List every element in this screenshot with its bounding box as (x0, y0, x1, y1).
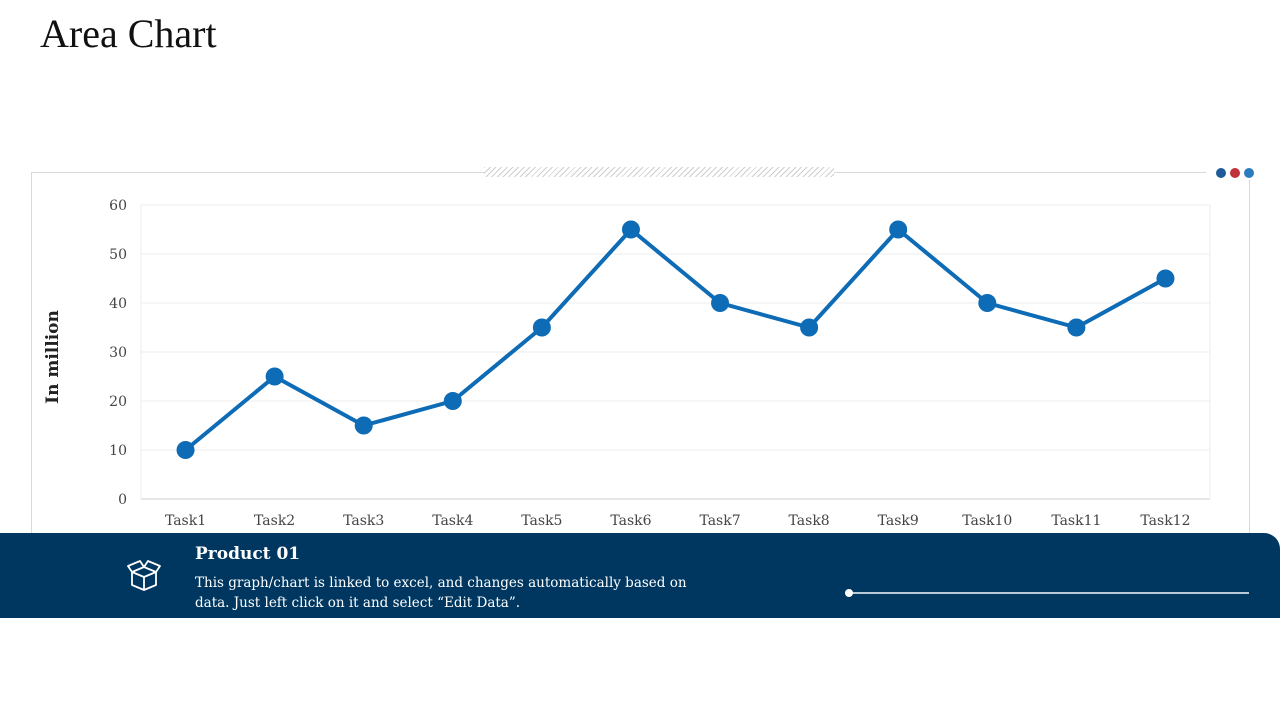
frame-left (31, 172, 32, 618)
x-tick-labels: Task1 Task2 Task3 Task4 Task5 Task6 Task7 Task8… (165, 513, 1191, 529)
frame-top-left (31, 172, 484, 173)
product-footer: Product 01 This graph/chart is linked to… (0, 533, 1280, 618)
y-tick-label: 30 (109, 345, 127, 361)
x-tick-label: Task11 (1051, 513, 1101, 529)
accent-dots (1216, 168, 1254, 178)
data-point[interactable] (889, 220, 908, 239)
y-tick-label: 40 (109, 296, 127, 312)
data-point[interactable] (1156, 269, 1175, 288)
connector-line (849, 592, 1249, 594)
x-tick-label: Task10 (962, 513, 1012, 529)
x-tick-label: Task1 (165, 513, 206, 529)
series-layer (176, 220, 1175, 459)
data-point[interactable] (265, 367, 284, 386)
data-point[interactable] (532, 318, 551, 337)
x-tick-label: Task3 (343, 513, 384, 529)
x-tick-label: Task12 (1140, 513, 1190, 529)
page-title: Area Chart (40, 11, 217, 56)
x-tick-label: Task4 (432, 513, 473, 529)
product-description: This graph/chart is linked to excel, and… (195, 575, 687, 611)
accent-dot (1216, 168, 1226, 178)
data-point[interactable] (443, 392, 462, 410)
data-point[interactable] (621, 220, 640, 239)
data-point[interactable] (711, 294, 730, 312)
data-point[interactable] (176, 441, 195, 459)
decorative-hatch (484, 167, 834, 177)
frame-right (1249, 180, 1250, 593)
x-tick-label: Task9 (878, 513, 919, 529)
data-point[interactable] (354, 416, 373, 435)
open-box-icon (127, 560, 161, 591)
y-tick-label: 0 (118, 492, 127, 508)
x-tick-label: Task6 (610, 513, 651, 529)
x-tick-label: Task7 (699, 513, 740, 529)
y-tick-label: 20 (109, 394, 127, 410)
product-title: Product 01 (195, 544, 301, 564)
data-point[interactable] (978, 294, 997, 312)
x-tick-label: Task2 (254, 513, 295, 529)
y-tick-label: 50 (109, 247, 127, 263)
connector-dot (845, 589, 853, 597)
data-point[interactable] (800, 318, 819, 337)
y-axis-label: In million (43, 310, 63, 404)
grid-layer (140, 204, 1211, 500)
frame-top-right (834, 172, 1206, 173)
y-tick-label: 60 (109, 198, 127, 214)
data-point[interactable] (1067, 318, 1086, 337)
y-tick-label: 10 (109, 443, 127, 459)
x-tick-label: Task5 (521, 513, 562, 529)
accent-dot (1230, 168, 1240, 178)
y-tick-labels: 0 10 20 30 40 50 60 (109, 198, 127, 508)
series-line (184, 227, 1167, 452)
x-tick-label: Task8 (789, 513, 830, 529)
accent-dot (1244, 168, 1254, 178)
